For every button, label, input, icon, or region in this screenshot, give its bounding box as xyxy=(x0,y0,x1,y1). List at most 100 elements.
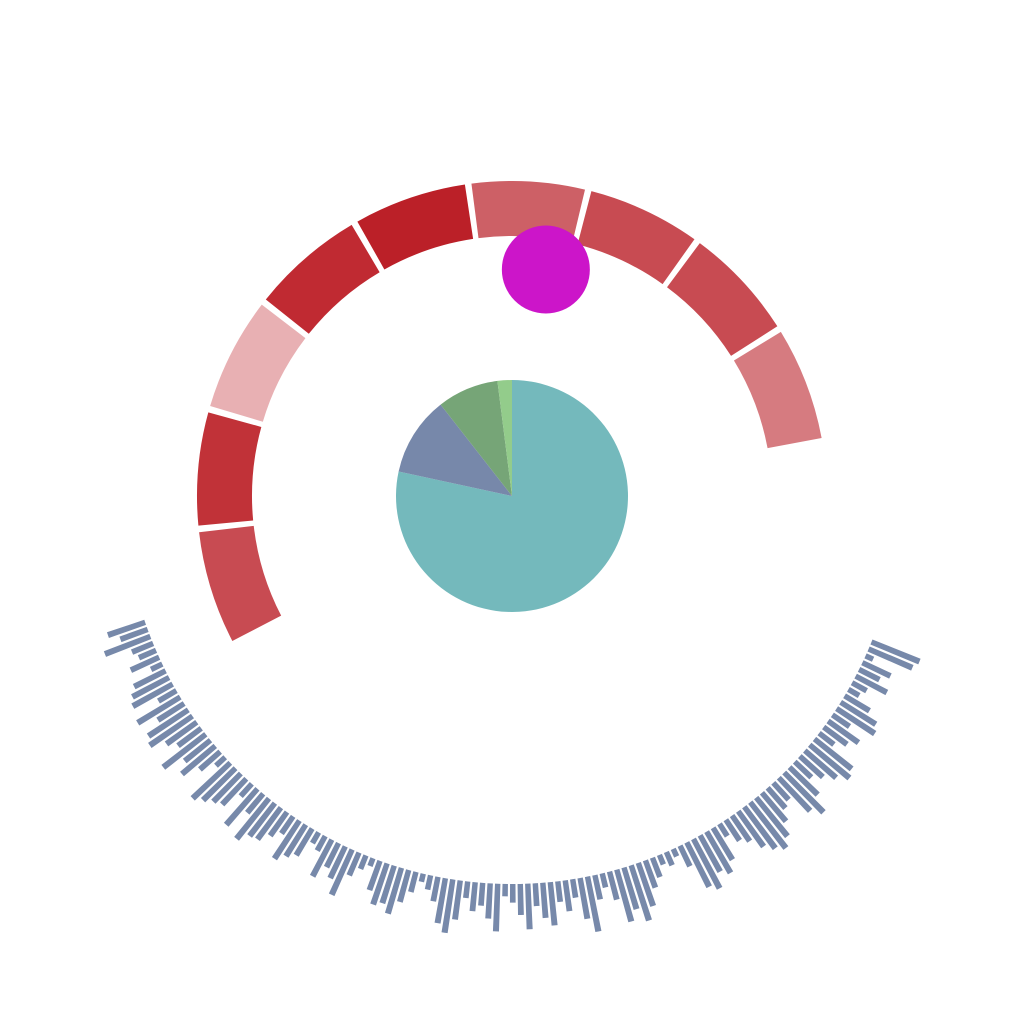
radial-bar-115 xyxy=(830,712,852,729)
marker-layer xyxy=(501,225,590,314)
radial-bar-24 xyxy=(200,766,238,803)
radial-bar-81 xyxy=(628,864,652,922)
pie-chart xyxy=(395,379,628,613)
radial-bar-85 xyxy=(656,853,666,866)
ring-segment-8 xyxy=(667,243,778,356)
radial-bar-96 xyxy=(729,814,753,843)
ring-segment-4 xyxy=(265,224,380,334)
radial-bar-78 xyxy=(606,870,620,901)
radial-bar-75 xyxy=(584,876,602,933)
radial-bar-11 xyxy=(157,688,178,704)
radial-bar-44 xyxy=(346,851,362,877)
radial-bar-26 xyxy=(220,776,249,807)
radial-bar-104 xyxy=(776,775,813,813)
radial-bar-116 xyxy=(835,706,877,737)
radial-bar-41 xyxy=(323,841,341,869)
radial-bar-84 xyxy=(649,856,663,879)
radial-bar-5 xyxy=(137,647,158,661)
radial-bar-6 xyxy=(129,654,161,673)
radial-bar-57 xyxy=(441,879,456,934)
radial-bar-34 xyxy=(279,814,296,836)
radial-bar-36 xyxy=(283,823,309,858)
ring-segment-7 xyxy=(577,191,695,285)
radial-bar-94 xyxy=(717,822,730,838)
radial-bar-17 xyxy=(176,726,203,748)
radial-bar-3 xyxy=(103,633,152,657)
ring-segment-2 xyxy=(196,412,262,526)
pie-slice-2 xyxy=(398,404,512,496)
radial-bar-101 xyxy=(759,790,789,824)
radial-bar-74 xyxy=(577,877,591,920)
radial-bar-77 xyxy=(599,872,609,889)
radial-bar-71 xyxy=(555,880,564,903)
radial-bar-53 xyxy=(418,873,426,883)
radial-bar-37 xyxy=(293,827,315,857)
radial-bar-112 xyxy=(817,730,836,747)
radial-bar-114 xyxy=(826,718,861,746)
radial-bar-117 xyxy=(839,699,878,727)
radial-bar-91 xyxy=(697,834,723,874)
radial-bar-102 xyxy=(765,786,788,810)
radial-bar-19 xyxy=(182,738,213,764)
radial-bar-1 xyxy=(106,619,147,638)
radial-bar-59 xyxy=(463,881,471,899)
radial-bar-54 xyxy=(424,874,434,891)
radial-bar-107 xyxy=(792,759,814,780)
radial-bar-39 xyxy=(314,834,328,852)
radial-bar-123 xyxy=(861,660,892,679)
radial-bar-40 xyxy=(309,838,335,878)
radial-bar-70 xyxy=(547,881,558,926)
radial-bar-4 xyxy=(130,640,155,655)
radial-bar-73 xyxy=(570,878,579,899)
radial-bar-69 xyxy=(540,882,549,919)
radial-bar-20 xyxy=(180,743,218,777)
radial-bar-42 xyxy=(327,845,348,880)
radial-bar-9 xyxy=(131,675,171,700)
radial-bar-47 xyxy=(366,859,383,892)
radial-bar-63 xyxy=(492,883,501,932)
radial-bar-61 xyxy=(478,882,486,906)
radial-bar-87 xyxy=(670,847,680,858)
radial-bar-79 xyxy=(614,868,635,923)
radial-bar-113 xyxy=(822,724,849,747)
radial-bar-111 xyxy=(812,736,854,772)
radial-bar-60 xyxy=(469,881,478,912)
radial-bar-33 xyxy=(267,810,290,838)
radial-bar-89 xyxy=(684,841,712,889)
radial-bar-98 xyxy=(742,805,778,851)
radial-bar-15 xyxy=(148,713,194,748)
radial-bar-119 xyxy=(847,686,861,698)
radial-bar-68 xyxy=(532,883,540,907)
radial-bar-66 xyxy=(517,883,524,916)
radial-bar-100 xyxy=(754,795,790,839)
scatter-point-1 xyxy=(501,225,590,314)
radial-bar-95 xyxy=(723,818,742,843)
radial-bar-30 xyxy=(234,796,272,841)
pie-slice-1 xyxy=(395,380,628,613)
radial-bar-106 xyxy=(787,765,820,797)
radial-bar-45 xyxy=(357,854,369,870)
radial-bar-72 xyxy=(562,879,573,912)
radial-bar-122 xyxy=(857,667,881,683)
radial-bar-82 xyxy=(635,861,657,907)
radial-bar-13 xyxy=(156,701,186,723)
radial-bar-103 xyxy=(771,780,791,802)
radial-bar-56 xyxy=(434,877,449,924)
radial-bar-90 xyxy=(691,837,723,890)
radial-bar-29 xyxy=(245,791,266,815)
radial-bar-125 xyxy=(867,646,914,671)
radial-bar-120 xyxy=(850,680,868,694)
radial-bar-51 xyxy=(397,869,412,903)
radial-bars xyxy=(103,619,921,934)
radial-bar-32 xyxy=(255,806,284,842)
radial-bar-25 xyxy=(211,771,243,804)
ring-segment-9 xyxy=(733,331,822,449)
radial-bar-27 xyxy=(238,782,254,799)
radial-bar-65 xyxy=(509,883,516,903)
radial-bar-92 xyxy=(704,830,734,875)
radial-bar-43 xyxy=(328,848,355,897)
radial-bar-22 xyxy=(214,755,228,768)
radial-bar-46 xyxy=(367,857,376,867)
